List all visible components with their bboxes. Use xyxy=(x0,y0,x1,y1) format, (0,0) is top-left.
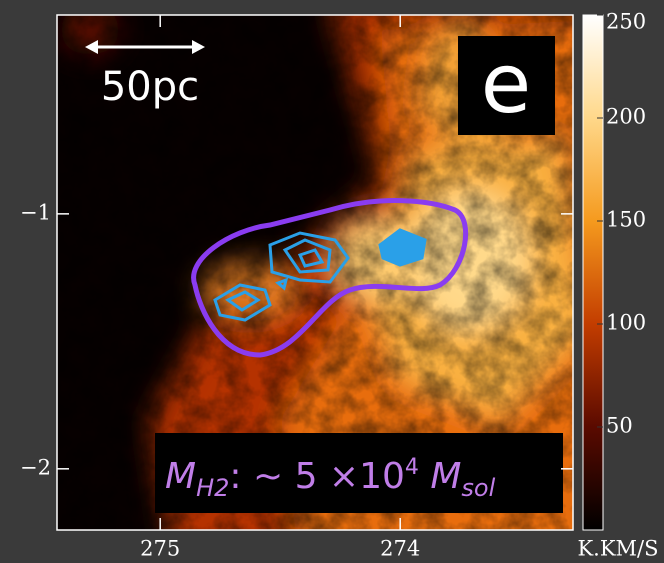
scale-label: 50pc xyxy=(101,64,199,110)
colorbar-tick-label: 50 xyxy=(606,414,633,438)
colorbar-tick-label: 100 xyxy=(606,311,646,335)
annotation-part: M xyxy=(419,456,462,497)
x-tick-label: 274 xyxy=(380,537,420,561)
page: {"chart_data": {"type": "image", "xlim":… xyxy=(0,0,664,563)
annotation-part: H2 xyxy=(196,474,229,502)
annotation-part: : ~ 5 ×10 xyxy=(229,456,405,497)
chart: 50pc e MH2: ~ 5 ×104 Msol K.KM/S 275274−… xyxy=(0,0,664,563)
colorbar-tick-label: 250 xyxy=(606,10,646,34)
colorbar-tick-label: 200 xyxy=(606,105,646,129)
colorbar xyxy=(583,15,603,530)
annotation-part: M xyxy=(165,456,196,497)
colorbar-label: K.KM/S xyxy=(577,537,658,561)
y-tick-label: −2 xyxy=(20,455,51,479)
panel-label: e xyxy=(481,37,531,132)
y-tick-label: −1 xyxy=(20,200,51,224)
colorbar-tick-label: 150 xyxy=(606,208,646,232)
annotation-part: 4 xyxy=(405,455,419,480)
x-tick-label: 275 xyxy=(140,537,180,561)
annotation-part: sol xyxy=(461,474,495,502)
